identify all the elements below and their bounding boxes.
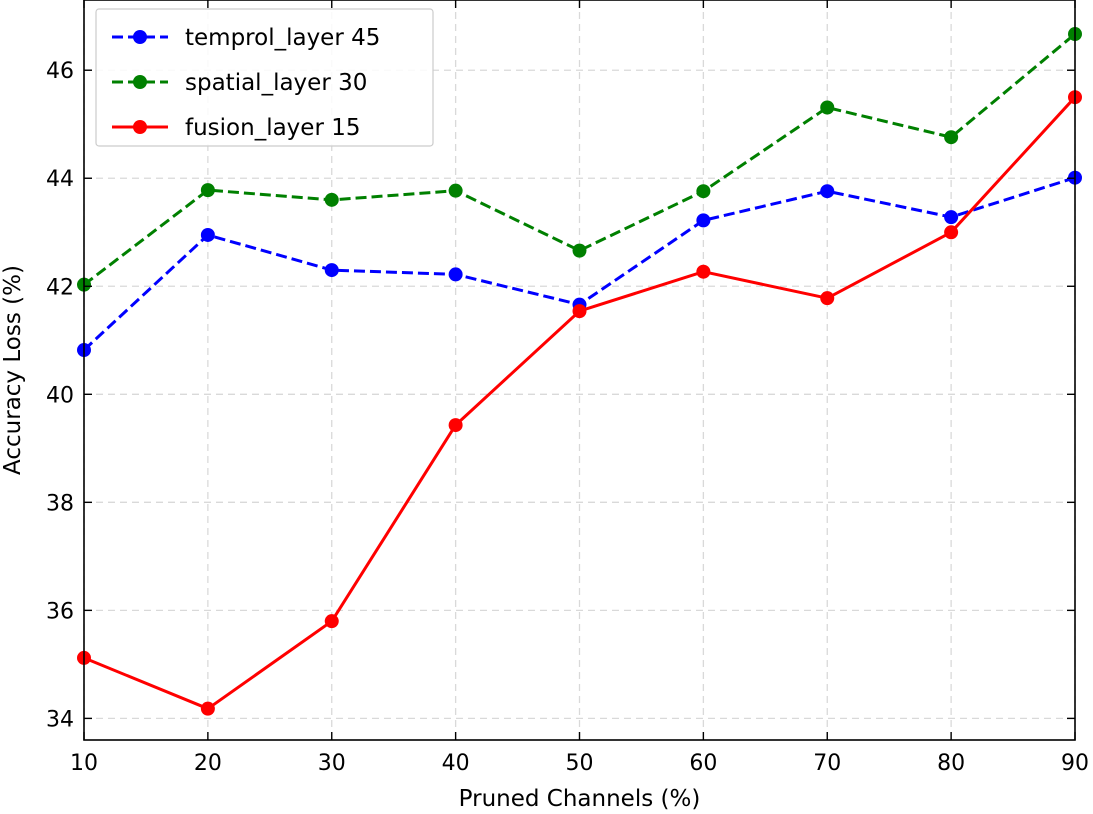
legend-item: temprol_layer 45: [112, 25, 380, 51]
series-layer: [77, 27, 1082, 716]
data-point: [448, 418, 463, 433]
legend-marker: [133, 30, 147, 44]
axis-ticks: [83, 0, 1076, 740]
data-point: [820, 184, 835, 199]
data-point: [944, 130, 959, 145]
x-tick-label: 30: [318, 751, 346, 776]
legend: temprol_layer 45 spatial_layer 30 fusion_l…: [95, 8, 434, 147]
y-tick-label: 42: [46, 275, 74, 300]
x-tick-label: 60: [689, 751, 717, 776]
data-point: [820, 100, 835, 115]
data-point: [944, 225, 959, 240]
legend-marker: [133, 120, 147, 134]
x-tick-label: 10: [70, 751, 98, 776]
legend-label: fusion_layer 15: [185, 115, 360, 141]
y-tick-label: 36: [46, 599, 74, 624]
legend-item: fusion_layer 15: [112, 115, 360, 141]
data-point: [944, 210, 959, 225]
data-point: [696, 264, 711, 279]
legend-marker: [133, 75, 147, 89]
x-axis-title: Pruned Channels (%): [459, 786, 701, 812]
data-point: [572, 243, 587, 258]
legend-label: spatial_layer 30: [185, 70, 367, 96]
x-tick-label: 50: [566, 751, 594, 776]
y-tick-label: 46: [46, 59, 74, 84]
data-point: [200, 701, 215, 716]
series-3: [77, 90, 1082, 716]
y-tick-label: 44: [46, 167, 74, 192]
data-point: [696, 184, 711, 199]
y-axis-title: Accuracy Loss (%): [0, 265, 26, 475]
x-tick-label: 40: [442, 751, 470, 776]
data-point: [448, 267, 463, 282]
data-point: [324, 614, 339, 629]
data-point: [200, 183, 215, 198]
legend-item: spatial_layer 30: [112, 70, 367, 96]
x-tick-label: 80: [937, 751, 965, 776]
x-tick-label: 20: [194, 751, 222, 776]
data-point: [572, 304, 587, 319]
data-point: [696, 213, 711, 228]
series-2: [77, 27, 1082, 292]
data-point: [324, 192, 339, 207]
data-point: [820, 291, 835, 306]
x-tick-label: 90: [1061, 751, 1089, 776]
data-point: [200, 227, 215, 242]
y-tick-label: 34: [46, 707, 74, 732]
data-point: [448, 183, 463, 198]
x-tick-label: 70: [813, 751, 841, 776]
y-tick-label: 40: [46, 383, 74, 408]
legend-box: [95, 8, 434, 147]
legend-label: temprol_layer 45: [185, 25, 380, 51]
series-line: [83, 32, 1076, 286]
y-tick-label: 38: [46, 491, 74, 516]
data-point: [324, 263, 339, 278]
tick-labels: 10 20 30 40 50 60 70 80 90 34 36 38 40 42 44 46: [46, 59, 1089, 776]
